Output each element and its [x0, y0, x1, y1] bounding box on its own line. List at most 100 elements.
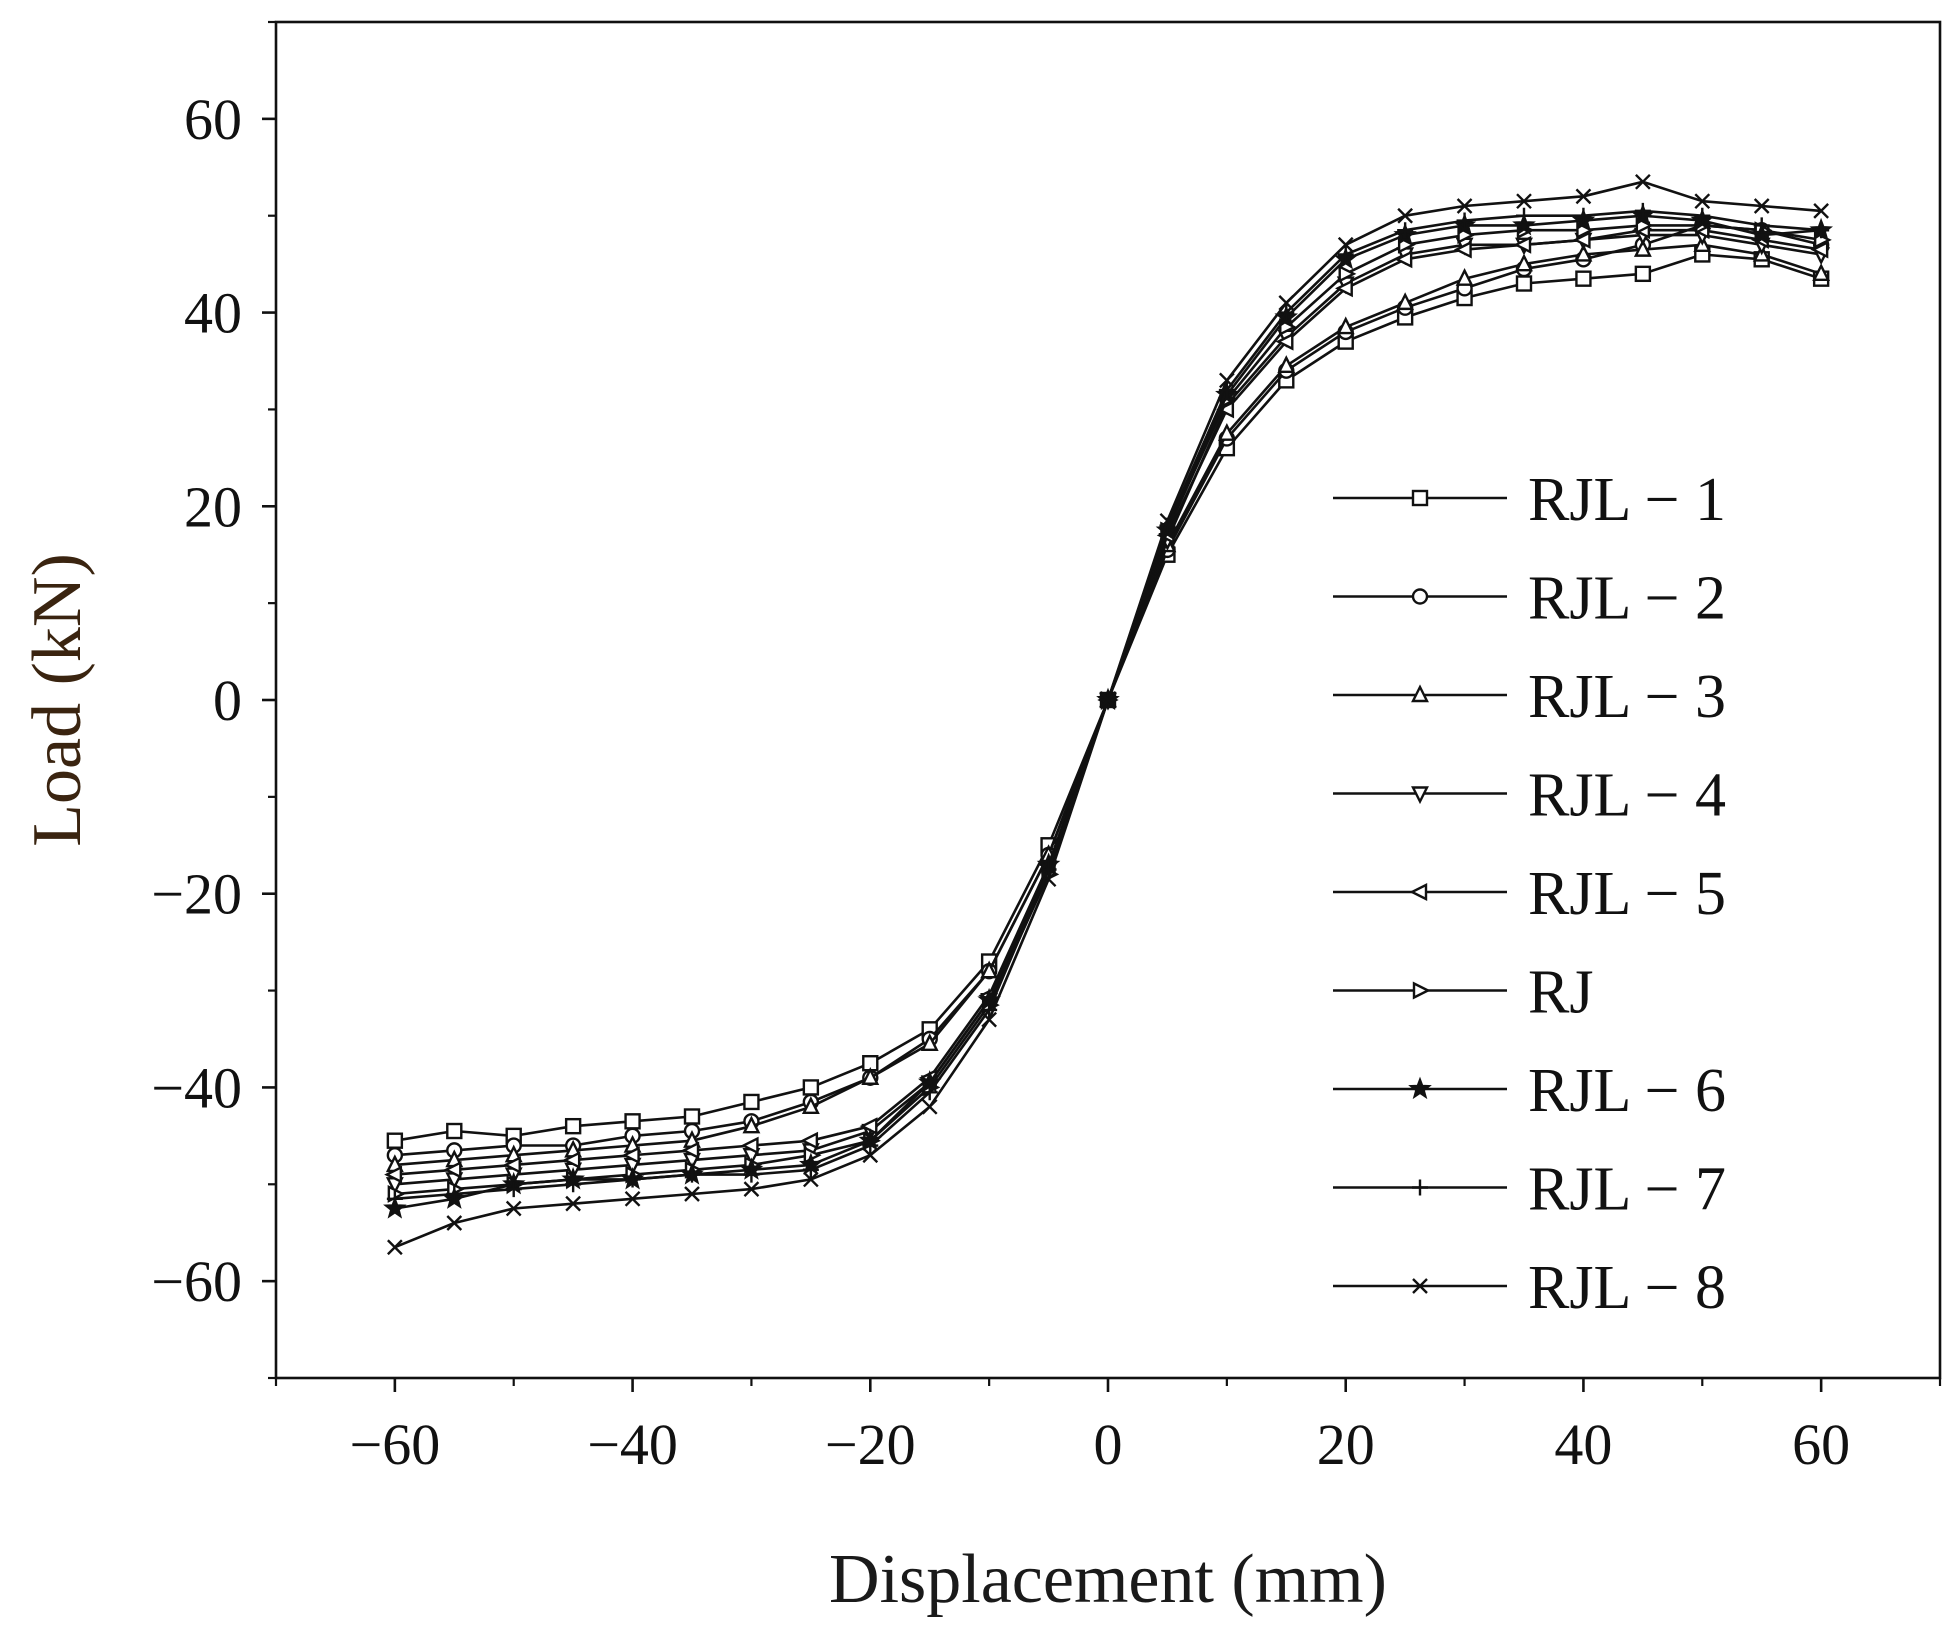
data-point-x — [565, 1195, 581, 1212]
data-point-triangle-left — [681, 1141, 700, 1160]
data-point-x — [1100, 692, 1116, 708]
data-point-square — [1411, 489, 1429, 507]
data-point-plus — [624, 1171, 641, 1188]
data-point-triangle-left — [800, 1131, 819, 1150]
data-point-triangle-left — [503, 1155, 521, 1174]
legend-label: RJ — [1528, 959, 1593, 1027]
x-tick-label: 60 — [1792, 1412, 1850, 1477]
data-point-triangle-down — [1411, 786, 1429, 805]
data-point-plus — [1694, 207, 1711, 224]
legend-label: RJL − 1 — [1528, 466, 1726, 534]
data-point-x — [387, 1239, 403, 1256]
data-point-square — [743, 1093, 760, 1111]
data-point-x — [1456, 198, 1473, 214]
data-point-triangle-up — [1277, 355, 1296, 374]
legend: RJL − 1 RJL − 2 RJL − 3 RJL − 4 RJL − 5 RJ RJL… — [1333, 466, 1726, 1322]
data-point-triangle-left — [740, 1136, 759, 1155]
legend-label: RJL − 3 — [1528, 663, 1726, 731]
data-point-triangle-left — [1335, 279, 1353, 298]
data-point-triangle-left — [1572, 230, 1591, 249]
legend-label: RJL − 7 — [1528, 1156, 1726, 1224]
data-point-plus — [1337, 246, 1354, 263]
data-point-x — [1635, 173, 1651, 190]
x-tick-label: −60 — [349, 1412, 440, 1477]
y-tick-label: 0 — [213, 668, 242, 733]
y-axis-ticks: −60 −40 −20 0 20 40 60 — [151, 20, 276, 1380]
legend-item: RJL − 8 — [1333, 1254, 1726, 1322]
legend-item: RJL − 5 — [1333, 860, 1726, 928]
data-point-triangle-left — [1810, 240, 1829, 259]
data-point-plus — [684, 1166, 700, 1183]
x-tick-label: −20 — [825, 1412, 916, 1477]
legend-label: RJL − 6 — [1528, 1057, 1726, 1125]
data-point-square — [564, 1117, 582, 1135]
data-point-triangle-up — [1411, 684, 1429, 703]
data-point-plus — [1575, 207, 1592, 224]
data-point-x — [1159, 512, 1176, 529]
data-point-x — [1397, 207, 1413, 224]
data-point-square — [446, 1122, 463, 1140]
data-point-triangle-up — [801, 1096, 820, 1115]
data-point-circle — [1411, 588, 1429, 605]
y-tick-label: −60 — [151, 1249, 242, 1314]
data-point-triangle-left — [1275, 332, 1294, 351]
data-point-plus — [1278, 304, 1295, 321]
data-point-plus — [1516, 207, 1532, 224]
legend-item: RJL − 6 — [1333, 1057, 1726, 1125]
data-point-x — [684, 1186, 700, 1202]
data-point-plus — [505, 1181, 522, 1198]
legend-item: RJL − 7 — [1333, 1156, 1726, 1224]
data-point-x — [981, 1011, 997, 1028]
data-point-plus — [1456, 212, 1473, 229]
x-tick-label: 20 — [1317, 1412, 1375, 1477]
data-point-triangle-up — [1455, 267, 1474, 286]
data-point-plus — [862, 1137, 879, 1154]
data-point-triangle-left — [1453, 240, 1472, 259]
legend-item: RJL − 3 — [1333, 663, 1726, 731]
data-point-triangle-up — [1217, 422, 1236, 441]
y-tick-label: 40 — [184, 281, 242, 346]
data-point-triangle-right — [1412, 981, 1431, 1000]
data-point-x — [1575, 188, 1592, 205]
data-point-triangle-right — [1338, 264, 1357, 283]
x-tick-label: 0 — [1094, 1412, 1123, 1477]
data-point-plus — [1634, 202, 1651, 219]
data-point-plus — [1753, 217, 1770, 234]
data-point-x — [1694, 193, 1711, 210]
data-point-square — [1575, 270, 1592, 287]
x-tick-label: 40 — [1554, 1412, 1612, 1477]
x-tick-label: −40 — [587, 1412, 678, 1477]
data-point-triangle-up — [1633, 238, 1652, 257]
data-point-triangle-left — [859, 1117, 878, 1136]
legend-item: RJL − 4 — [1333, 762, 1726, 830]
data-point-square — [683, 1108, 701, 1125]
data-point-plus — [1813, 222, 1830, 239]
data-point-star — [1512, 212, 1536, 236]
data-point-x — [505, 1200, 522, 1217]
x-axis-ticks: −60 −40 −20 0 20 40 60 — [274, 1378, 1942, 1477]
data-point-x — [862, 1147, 879, 1164]
data-point-star — [1408, 1076, 1432, 1100]
data-point-x — [1753, 198, 1770, 214]
legend-label: RJL − 2 — [1528, 565, 1726, 633]
data-point-triangle-up — [1396, 292, 1415, 311]
data-point-square — [1634, 265, 1652, 283]
data-point-triangle-up — [742, 1115, 761, 1134]
data-point-triangle-left — [1394, 250, 1413, 269]
data-point-x — [1813, 203, 1829, 219]
data-point-x — [803, 1171, 819, 1188]
data-point-triangle-left — [621, 1146, 640, 1165]
y-tick-label: 60 — [184, 87, 242, 152]
data-point-plus — [1397, 222, 1414, 239]
data-point-plus — [802, 1161, 819, 1178]
data-point-triangle-left — [384, 1165, 403, 1184]
y-axis-title: Load (kN) — [19, 553, 96, 847]
data-point-triangle-up — [980, 960, 999, 979]
data-point-x — [624, 1190, 641, 1207]
data-point-plus — [921, 1084, 938, 1101]
y-tick-label: −40 — [151, 1055, 242, 1120]
data-point-triangle-up — [1336, 316, 1355, 335]
y-tick-label: 20 — [184, 474, 242, 539]
data-point-triangle-up — [1812, 263, 1831, 282]
data-point-triangle-up — [920, 1033, 939, 1052]
